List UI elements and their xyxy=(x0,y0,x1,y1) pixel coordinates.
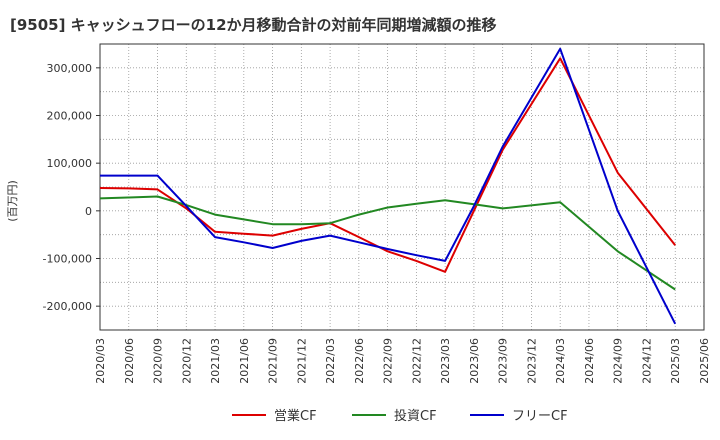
x-tick-label: 2021/03 xyxy=(209,338,222,384)
y-tick-label: -100,000 xyxy=(43,253,92,266)
y-tick-label: 100,000 xyxy=(47,157,93,170)
gridlines xyxy=(99,43,705,331)
series-line-営業CF xyxy=(99,57,676,273)
x-tick-label: 2021/06 xyxy=(238,338,251,384)
x-tick-label: 2021/12 xyxy=(295,338,308,384)
x-tick-label: 2023/03 xyxy=(439,338,452,384)
x-tick-label: 2023/12 xyxy=(525,338,538,384)
plot-frame xyxy=(99,43,705,331)
x-tick-label: 2025/06 xyxy=(698,338,711,384)
legend-label: フリーCF xyxy=(512,409,568,424)
x-tick-label: 2025/03 xyxy=(669,338,682,384)
x-tick-label: 2023/09 xyxy=(497,338,510,384)
x-tick-label: 2022/06 xyxy=(353,338,366,384)
series-lines xyxy=(99,47,677,325)
x-tick-label: 2022/03 xyxy=(324,338,337,384)
x-tick-label: 2020/03 xyxy=(94,338,107,384)
y-tick-label: 200,000 xyxy=(47,110,93,123)
x-tick-label: 2022/12 xyxy=(410,338,423,384)
legend-label: 営業CF xyxy=(274,408,317,424)
x-tick-label: 2021/09 xyxy=(267,338,280,384)
x-tick-label: 2024/06 xyxy=(583,338,596,384)
x-tick-label: 2024/03 xyxy=(554,338,567,384)
series-line-投資CF xyxy=(99,195,676,291)
y-tick-label: 300,000 xyxy=(47,62,93,75)
y-tick-label: -200,000 xyxy=(43,300,92,313)
x-tick-label: 2020/12 xyxy=(180,338,193,384)
y-tick-label: 0 xyxy=(85,205,92,218)
chart-title: [9505] キャッシュフローの12か月移動合計の対前年同期増減額の推移 xyxy=(10,16,497,34)
x-tick-label: 2024/12 xyxy=(640,338,653,384)
x-tick-label: 2023/06 xyxy=(468,338,481,384)
axes: -200,000 -100,000 0 100,000 200,000 300,000 20… xyxy=(43,43,711,384)
legend-label: 投資CF xyxy=(394,408,437,424)
x-tick-label: 2022/09 xyxy=(382,338,395,384)
x-tick-label: 2024/09 xyxy=(612,338,625,384)
x-tick-label: 2020/09 xyxy=(152,338,165,384)
legend: 営業CF 投資CF フリーCF xyxy=(232,408,568,424)
x-tick-label: 2020/06 xyxy=(123,338,136,384)
series-line-フリーCF xyxy=(100,47,677,325)
y-axis-label: (百万円) xyxy=(6,180,19,222)
